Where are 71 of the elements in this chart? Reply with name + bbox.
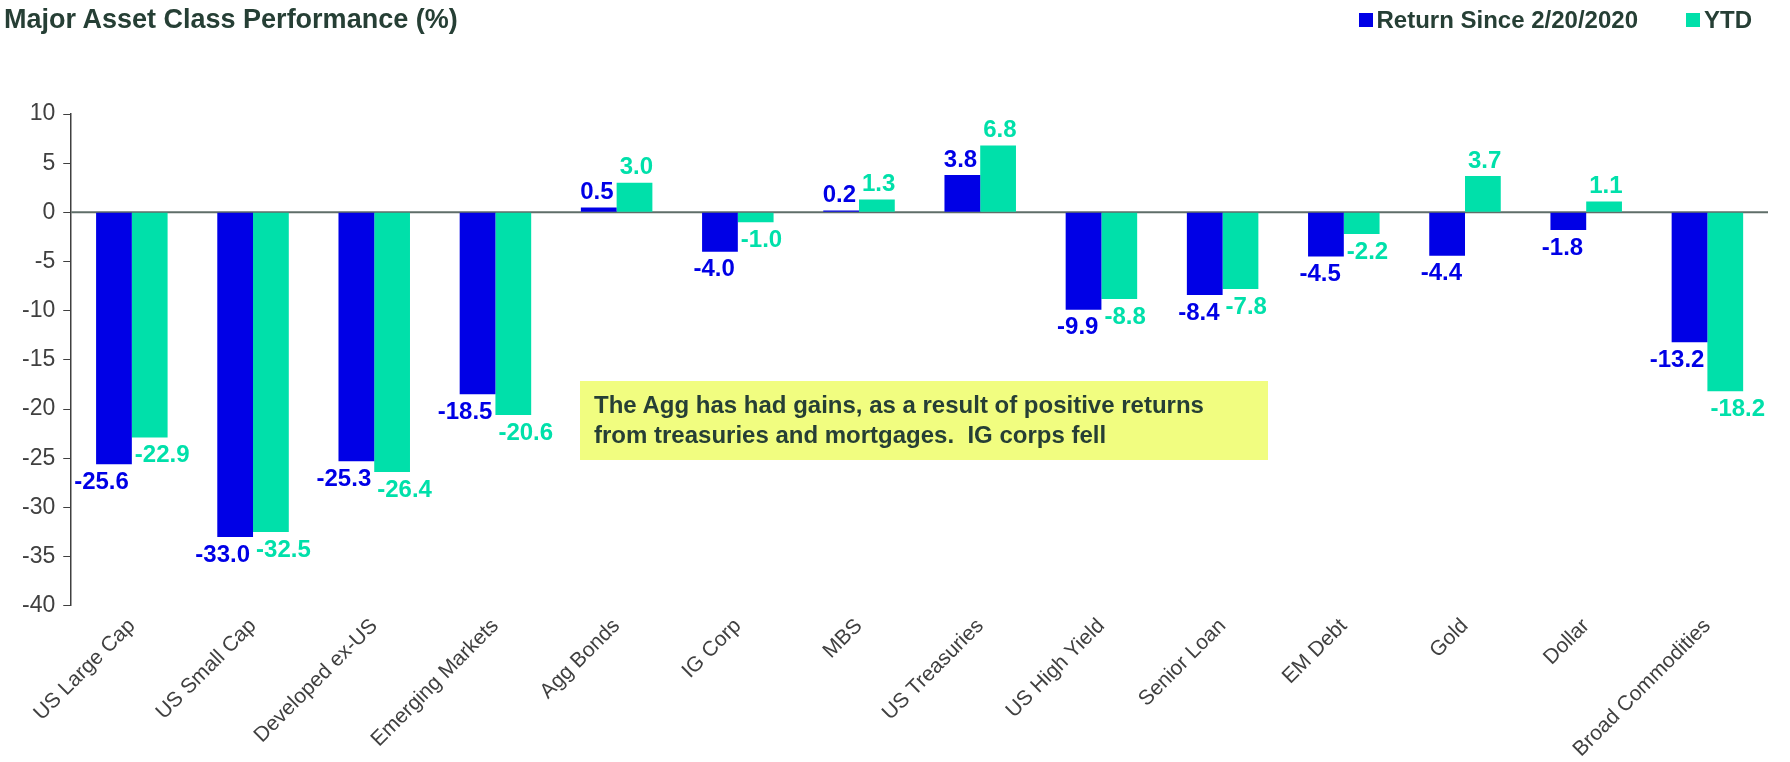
y-tick-label: -25 [21, 443, 56, 470]
data-label: 1.3 [862, 169, 896, 197]
legend-label: Return Since 2/20/2020 [1376, 6, 1638, 34]
data-label: -2.2 [1346, 236, 1389, 264]
data-label: -20.6 [498, 417, 554, 445]
data-label: -25.3 [316, 463, 372, 491]
data-label: -4.4 [1420, 258, 1463, 286]
data-label: -9.9 [1057, 312, 1099, 340]
bar [944, 174, 981, 212]
data-label: 0.5 [580, 177, 614, 205]
y-tick-label: -5 [34, 246, 56, 273]
bar [495, 212, 532, 415]
bar [1707, 212, 1744, 392]
y-tick-label: -40 [21, 591, 56, 618]
bar [1465, 175, 1501, 212]
data-label: -18.5 [437, 396, 493, 424]
bar [737, 212, 774, 223]
bar [616, 182, 653, 212]
data-label: 3.7 [1468, 145, 1502, 173]
data-label: -18.2 [1710, 393, 1766, 421]
bar [1550, 212, 1587, 231]
bar [459, 212, 496, 395]
bar [217, 212, 254, 537]
data-label: 1.1 [1589, 171, 1623, 199]
y-tick-label: 5 [42, 148, 56, 175]
chart-title: Major Asset Class Performance (%) [4, 4, 458, 35]
data-label: -13.2 [1649, 344, 1705, 372]
bar [1308, 212, 1344, 257]
y-tick-label: -30 [21, 492, 56, 519]
bar [131, 212, 168, 438]
data-label: -1.8 [1541, 232, 1584, 260]
x-tick-label: IG Corp [676, 613, 745, 682]
data-label: -26.4 [377, 474, 433, 502]
y-tick-label: -20 [21, 394, 56, 421]
data-label: -32.5 [256, 534, 311, 562]
annotation: The Agg has had gains, as a result of positive returns from treasuries and mortgages. IG corps fell [594, 390, 1205, 450]
bar [702, 212, 738, 252]
bar [1222, 212, 1259, 290]
legend-label: YTD [1704, 6, 1752, 34]
bar [374, 212, 410, 473]
bar [338, 212, 375, 462]
data-label: -8.4 [1178, 297, 1221, 325]
data-label: -8.8 [1104, 301, 1146, 329]
data-label: -4.5 [1299, 259, 1341, 287]
y-tick-label: 10 [29, 99, 56, 126]
bar [859, 199, 895, 212]
bar [253, 212, 289, 533]
data-label: -1.0 [740, 224, 783, 252]
bar [1586, 201, 1622, 212]
y-tick-label: -35 [21, 541, 56, 568]
data-label: 0.2 [822, 180, 857, 208]
data-label: -22.9 [134, 440, 190, 468]
y-tick-label: -10 [21, 296, 56, 323]
data-label: -4.0 [693, 254, 735, 282]
bar [1671, 212, 1708, 343]
bar [1101, 212, 1138, 299]
data-label: 3.0 [619, 152, 653, 180]
bar [1429, 212, 1466, 256]
data-label: -33.0 [195, 539, 251, 567]
bar [1065, 212, 1102, 310]
data-label: -25.6 [74, 466, 129, 494]
bar [1343, 212, 1380, 234]
y-tick-label: -15 [21, 345, 56, 372]
bar [96, 212, 132, 465]
data-label: 3.8 [943, 144, 978, 172]
data-label: -7.8 [1225, 291, 1267, 319]
bar [980, 145, 1016, 212]
bar [580, 207, 617, 212]
y-tick-label: 0 [42, 197, 56, 224]
bar [1186, 212, 1223, 295]
data-label: 6.8 [983, 115, 1017, 143]
